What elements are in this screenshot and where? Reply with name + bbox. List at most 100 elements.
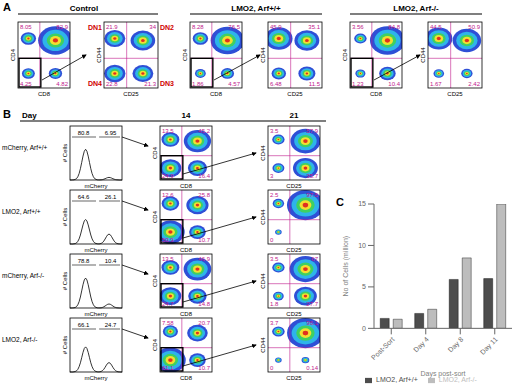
svg-text:3.56: 3.56 — [352, 24, 364, 30]
svg-text:10.4: 10.4 — [105, 258, 117, 264]
svg-text:B: B — [3, 108, 11, 120]
svg-text:CD4: CD4 — [182, 48, 188, 61]
svg-text:26.1: 26.1 — [105, 194, 117, 200]
svg-text:13.5: 13.5 — [162, 256, 174, 262]
svg-text:Days post-sort: Days post-sort — [420, 370, 465, 378]
svg-text:CD8: CD8 — [370, 91, 383, 97]
svg-text:16.4: 16.4 — [198, 173, 210, 179]
svg-text:76.5: 76.5 — [228, 24, 240, 30]
svg-text:1.67: 1.67 — [430, 81, 442, 87]
svg-text:2.5: 2.5 — [270, 192, 279, 198]
svg-text:mCherry, Arf+/+: mCherry, Arf+/+ — [2, 144, 48, 152]
svg-text:CD44: CD44 — [260, 209, 266, 225]
svg-text:CD25: CD25 — [286, 375, 302, 381]
svg-text:12.6: 12.6 — [162, 192, 174, 198]
svg-text:3.5: 3.5 — [270, 128, 279, 134]
svg-text:21.3: 21.3 — [144, 81, 156, 87]
svg-text:10.7: 10.7 — [198, 365, 210, 371]
svg-text:CD44: CD44 — [260, 145, 266, 161]
svg-text:25.8: 25.8 — [198, 192, 210, 198]
svg-text:CD8: CD8 — [180, 375, 193, 381]
svg-text:CD25: CD25 — [286, 247, 302, 253]
svg-text:66.1: 66.1 — [78, 322, 90, 328]
svg-text:CD4: CD4 — [152, 210, 158, 223]
svg-text:96.1: 96.1 — [306, 320, 318, 326]
svg-text:CD44: CD44 — [260, 337, 266, 353]
svg-text:24.7: 24.7 — [105, 322, 117, 328]
svg-text:10.7: 10.7 — [198, 237, 210, 243]
svg-text:1.8: 1.8 — [270, 301, 279, 307]
svg-text:45.9: 45.9 — [270, 24, 282, 30]
svg-text:0: 0 — [362, 325, 366, 332]
svg-text:CD4: CD4 — [152, 338, 158, 351]
svg-text:CD4: CD4 — [152, 146, 158, 159]
svg-text:DN2: DN2 — [160, 24, 174, 31]
svg-text:CD8: CD8 — [180, 311, 193, 317]
svg-text:24.9: 24.9 — [162, 173, 174, 179]
svg-text:14: 14 — [182, 111, 191, 120]
svg-text:No of Cells (million): No of Cells (million) — [342, 236, 350, 297]
svg-text:CD8: CD8 — [180, 183, 193, 189]
svg-text:CD25: CD25 — [447, 91, 463, 97]
svg-text:CD44: CD44 — [260, 47, 266, 63]
svg-text:2.42: 2.42 — [468, 81, 480, 87]
svg-text:mCherry: mCherry — [84, 311, 107, 317]
svg-text:0: 0 — [270, 237, 274, 243]
svg-text:34: 34 — [149, 24, 156, 30]
svg-text:10.4: 10.4 — [388, 81, 400, 87]
svg-text:Day 11: Day 11 — [479, 336, 500, 357]
svg-text:97.5: 97.5 — [306, 192, 318, 198]
svg-text:DN4: DN4 — [88, 80, 102, 87]
svg-text:CD4: CD4 — [342, 48, 348, 61]
svg-text:CD8: CD8 — [210, 91, 223, 97]
svg-text:Day 4: Day 4 — [412, 336, 431, 355]
svg-text:mCherry: mCherry — [84, 247, 107, 253]
svg-text:LMO2, Arf-/-: LMO2, Arf-/- — [393, 4, 439, 13]
svg-text:mCherry: mCherry — [84, 375, 107, 381]
svg-text:44.5: 44.5 — [430, 24, 442, 30]
svg-text:LMO2, Arf+/+: LMO2, Arf+/+ — [2, 208, 41, 215]
svg-text:CD25: CD25 — [123, 91, 139, 97]
svg-text:61.1: 61.1 — [162, 365, 174, 371]
svg-text:4.57: 4.57 — [228, 81, 240, 87]
svg-text:14.8: 14.8 — [198, 301, 210, 307]
svg-text:21.9: 21.9 — [106, 24, 118, 30]
svg-text:4.82: 4.82 — [56, 81, 68, 87]
svg-text:# Cells: # Cells — [62, 336, 68, 354]
svg-text:CD8: CD8 — [38, 91, 51, 97]
svg-text:CD4: CD4 — [152, 274, 158, 287]
svg-text:35.7: 35.7 — [306, 173, 318, 179]
svg-text:11.5: 11.5 — [309, 81, 321, 87]
svg-text:35.1: 35.1 — [308, 24, 320, 30]
svg-text:78.8: 78.8 — [78, 258, 90, 264]
svg-text:0: 0 — [270, 365, 274, 371]
svg-text:13.5: 13.5 — [162, 128, 174, 134]
svg-text:LMO2, Arf+/+: LMO2, Arf+/+ — [231, 4, 281, 13]
svg-text:50.9: 50.9 — [468, 24, 480, 30]
svg-text:CD8: CD8 — [180, 247, 193, 253]
svg-text:10: 10 — [358, 242, 366, 249]
svg-text:CD25: CD25 — [287, 91, 303, 97]
svg-text:45.2: 45.2 — [198, 128, 210, 134]
svg-text:mCherry, Arf-/-: mCherry, Arf-/- — [2, 272, 44, 280]
svg-text:# Cells: # Cells — [62, 208, 68, 226]
svg-text:22.8: 22.8 — [106, 81, 118, 87]
svg-text:Post-Sort: Post-Sort — [370, 336, 396, 362]
svg-text:DN3: DN3 — [160, 80, 174, 87]
svg-text:A: A — [3, 1, 11, 13]
svg-text:LMO2, Arf-/-: LMO2, Arf-/- — [2, 336, 37, 343]
svg-text:15: 15 — [358, 200, 366, 207]
svg-text:CD25: CD25 — [286, 311, 302, 317]
svg-text:Day: Day — [22, 111, 37, 120]
svg-text:CD44: CD44 — [96, 47, 102, 63]
svg-text:5: 5 — [362, 283, 366, 290]
svg-text:6.48: 6.48 — [270, 81, 282, 87]
svg-text:# Cells: # Cells — [62, 144, 68, 162]
svg-text:6.95: 6.95 — [105, 130, 117, 136]
svg-text:64.6: 64.6 — [78, 194, 90, 200]
svg-text:46.9: 46.9 — [198, 256, 210, 262]
svg-text:0.14: 0.14 — [306, 365, 318, 371]
svg-text:21: 21 — [290, 111, 299, 120]
svg-text:20.7: 20.7 — [198, 320, 210, 326]
svg-text:3: 3 — [270, 173, 274, 179]
